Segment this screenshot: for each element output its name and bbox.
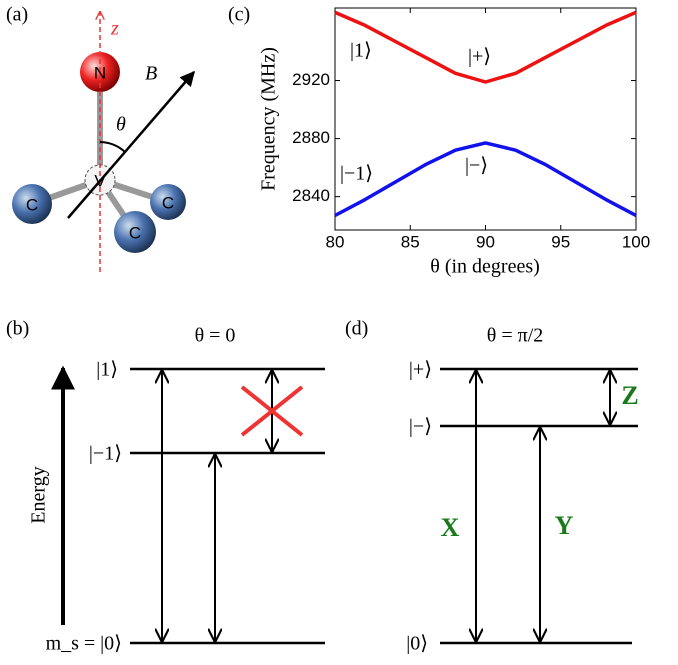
figure: (a) N V C C C z B⃗ θ (c) Frequency (MHz)… [0, 0, 678, 665]
atom-label: N [94, 63, 106, 82]
field-label: B⃗ [145, 63, 173, 85]
level-label: |+⟩ [409, 359, 432, 381]
x-axis-label: θ (in degrees) [430, 256, 540, 278]
atom-label: V [94, 171, 106, 190]
transition-label: Y [555, 511, 574, 540]
angle-label: θ [116, 114, 126, 136]
panel-b: (b) θ = 0 Energy |1⟩ |−1⟩ m_s = |0⟩ [6, 318, 325, 655]
y-tick-label: 2880 [292, 128, 330, 147]
level-label: |−1⟩ [89, 443, 122, 465]
x-tick-label: 85 [401, 232, 420, 251]
level-label: |0⟩ [406, 633, 428, 655]
annotation: |1⟩ [350, 40, 372, 62]
level-label: |−⟩ [409, 416, 432, 438]
panel-label: (a) [6, 4, 28, 26]
panel-label: (d) [345, 318, 368, 340]
panel-title: θ = 0 [195, 325, 236, 347]
atom-label: C [162, 193, 174, 212]
energy-label: Energy [28, 466, 50, 523]
panel-label: (c) [228, 4, 250, 26]
atom-label: C [129, 223, 141, 242]
y-tick-label: 2920 [292, 70, 330, 89]
plot-frame [335, 8, 636, 230]
x-tick-label: 90 [476, 232, 495, 251]
panel-label: (b) [6, 318, 29, 340]
x-tick-label: 95 [551, 232, 570, 251]
level-label: |1⟩ [96, 359, 118, 381]
y-axis-label: Frequency (MHz) [258, 47, 280, 191]
transition-label: X [441, 513, 460, 542]
panel-c: (c) Frequency (MHz) θ (in degrees) |1⟩ |… [228, 4, 650, 278]
level-label: m_s = |0⟩ [46, 633, 122, 655]
panel-d: (d) θ = π/2 |+⟩ |−⟩ |0⟩ X Y Z [345, 318, 639, 655]
annotation: |+⟩ [468, 46, 491, 68]
atom-label: C [26, 195, 38, 214]
y-tick-label: 2840 [292, 186, 330, 205]
x-tick-label: 100 [622, 232, 650, 251]
panel-a: (a) N V C C C z B⃗ θ [6, 4, 194, 272]
transition-label: Z [621, 381, 638, 410]
panel-title: θ = π/2 [487, 325, 544, 347]
annotation: |−1⟩ [340, 163, 373, 185]
angle-arc [100, 142, 125, 152]
x-tick-label: 80 [326, 232, 345, 251]
annotation: |−⟩ [465, 155, 488, 177]
axis-label: z [110, 18, 119, 40]
